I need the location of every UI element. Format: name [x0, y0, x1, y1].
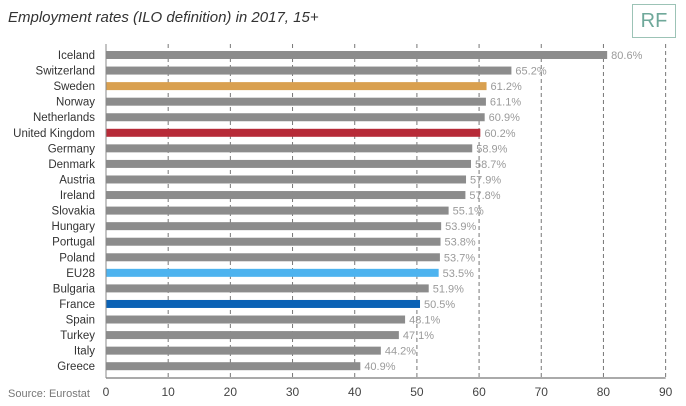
category-label: Greece	[57, 361, 95, 373]
bar-slovakia	[106, 206, 449, 215]
x-tick-label: 50	[410, 385, 424, 399]
x-tick-label: 70	[535, 385, 549, 399]
value-labels: 80.6% 65.2% 61.2% 61.1% 60.9% 60.2% 58.9% 58.7%…	[364, 50, 642, 373]
category-label: Hungary	[52, 221, 96, 233]
category-label: Spain	[66, 315, 95, 327]
bar-turkey	[106, 331, 399, 340]
value-label: 53.5%	[443, 268, 474, 280]
bar-portugal	[106, 237, 441, 246]
category-labels: Iceland Switzerland Sweden Norway Netherland…	[13, 50, 95, 373]
value-label: 44.2%	[385, 346, 416, 358]
bar-austria	[106, 175, 467, 184]
bar-sweden	[106, 82, 487, 91]
category-label: United Kingdom	[13, 128, 95, 140]
category-label: Ireland	[60, 190, 95, 202]
category-label: Slovakia	[52, 206, 96, 218]
value-label: 53.7%	[444, 252, 475, 264]
value-label: 50.5%	[424, 299, 455, 311]
value-label: 57.9%	[470, 174, 501, 186]
category-label: Bulgaria	[53, 283, 96, 295]
bar-ireland	[106, 191, 466, 200]
bar-germany	[106, 144, 473, 153]
x-tick-label: 0	[103, 385, 110, 399]
value-label: 55.1%	[453, 206, 484, 218]
x-tick-label: 20	[224, 385, 238, 399]
x-tick-label: 60	[472, 385, 486, 399]
chart-title: Employment rates (ILO definition) in 201…	[8, 9, 319, 26]
value-label: 61.1%	[490, 97, 521, 109]
bar-france	[106, 299, 421, 308]
x-tick-label: 40	[348, 385, 362, 399]
value-label: 53.8%	[445, 237, 476, 249]
source-note: Source: Eurostat	[8, 388, 90, 400]
category-label: Austria	[59, 174, 95, 186]
bars	[106, 51, 608, 371]
value-label: 61.2%	[491, 81, 522, 93]
value-label: 53.9%	[445, 221, 476, 233]
value-label: 58.9%	[476, 143, 507, 155]
x-tick-label: 80	[597, 385, 611, 399]
category-label: Italy	[74, 346, 95, 358]
x-tick-label: 90	[659, 385, 673, 399]
x-tick-label: 10	[162, 385, 176, 399]
value-label: 40.9%	[364, 361, 395, 373]
bar-spain	[106, 315, 406, 324]
value-label: 58.7%	[475, 159, 506, 171]
category-label: Poland	[59, 252, 95, 264]
category-label: Switzerland	[36, 66, 95, 78]
bar-united-kingdom	[106, 128, 481, 137]
rf-logo: RF	[632, 4, 676, 38]
category-label: Netherlands	[33, 112, 95, 124]
category-label: Iceland	[58, 50, 95, 62]
bar-hungary	[106, 222, 442, 231]
value-label: 51.9%	[433, 283, 464, 295]
category-label: Portugal	[52, 237, 95, 249]
category-label: Germany	[48, 143, 96, 155]
category-label: Sweden	[53, 81, 95, 93]
category-label: Turkey	[60, 330, 95, 342]
x-tick-label: 30	[286, 385, 300, 399]
bar-denmark	[106, 159, 471, 168]
value-label: 60.2%	[484, 128, 515, 140]
value-label: 80.6%	[611, 50, 642, 62]
category-label: Norway	[56, 97, 95, 109]
value-label: 60.9%	[489, 112, 520, 124]
value-label: 48.1%	[409, 315, 440, 327]
bar-switzerland	[106, 66, 512, 75]
bar-greece	[106, 362, 361, 371]
category-label: France	[59, 299, 95, 311]
bar-eu28	[106, 268, 439, 277]
bar-iceland	[106, 51, 608, 59]
category-label: EU28	[66, 268, 95, 280]
bar-bulgaria	[106, 284, 429, 293]
value-label: 57.8%	[469, 190, 500, 202]
bar-netherlands	[106, 113, 485, 122]
bar-norway	[106, 97, 486, 106]
category-label: Denmark	[48, 159, 95, 171]
x-axis: 0 10 20 30 40 50 60 70 80 90	[103, 44, 673, 399]
bar-italy	[106, 346, 381, 355]
value-label: 65.2%	[515, 66, 546, 78]
bar-poland	[106, 253, 440, 262]
value-label: 47.1%	[403, 330, 434, 342]
